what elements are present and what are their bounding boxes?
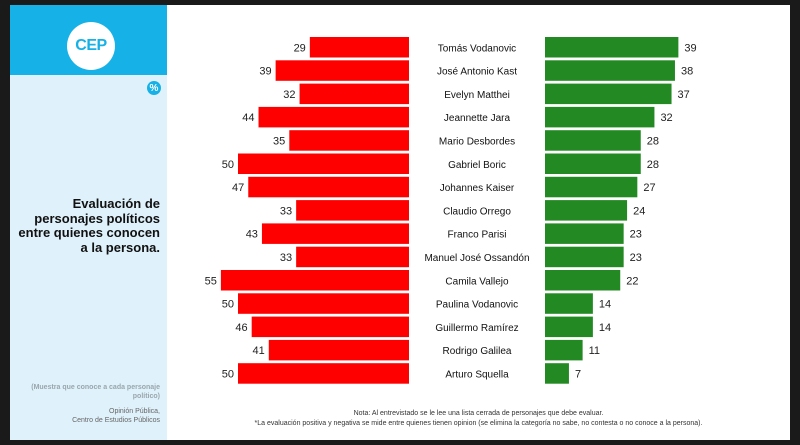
chart-title: Evaluación de personajes políticos entre… <box>18 196 160 255</box>
negative-bar <box>309 37 409 58</box>
positive-bar <box>545 153 641 174</box>
positive-value-label: 32 <box>660 112 672 124</box>
positive-bar <box>545 130 641 151</box>
category-label: José Antonio Kast <box>437 67 517 78</box>
positive-bar <box>545 339 583 361</box>
positive-value-label: 11 <box>589 345 600 357</box>
negative-value-label: 55 <box>205 275 217 287</box>
category-label: Tomás Vodanovic <box>438 43 516 54</box>
positive-bar <box>545 270 621 291</box>
positive-bar <box>545 60 675 81</box>
negative-value-label: 32 <box>283 89 295 101</box>
negative-bar <box>248 176 409 198</box>
footnote-1: Nota: Al entrevistado se le lee una list… <box>353 410 604 417</box>
category-label: Claudio Orrego <box>443 206 511 217</box>
positive-bar <box>545 363 569 384</box>
positive-value-label: 14 <box>599 322 611 334</box>
category-label: Mario Desbordes <box>439 136 515 147</box>
positive-value-label: 23 <box>630 229 642 241</box>
negative-value-label: 46 <box>235 322 247 334</box>
category-label: Camila Vallejo <box>445 276 509 287</box>
positive-bar <box>545 223 624 244</box>
positive-value-label: 38 <box>681 66 693 78</box>
positive-bar <box>545 246 624 268</box>
negative-value-label: 44 <box>242 112 254 124</box>
source-line-2: Centro de Estudios Públicos <box>72 417 160 424</box>
negative-value-label: 47 <box>232 182 244 194</box>
category-label: Evelyn Matthei <box>444 90 510 101</box>
positive-value-label: 7 <box>575 368 581 380</box>
negative-value-label: 29 <box>294 42 306 54</box>
positive-value-label: 14 <box>599 299 611 311</box>
negative-bar <box>238 363 409 384</box>
negative-value-label: 50 <box>222 368 234 380</box>
positive-value-label: 23 <box>630 252 642 264</box>
positive-value-label: 39 <box>684 42 696 54</box>
category-label: Arturo Squella <box>445 369 509 380</box>
negative-value-label: 50 <box>222 299 234 311</box>
negative-bar <box>296 200 409 221</box>
positive-value-label: 28 <box>647 159 659 171</box>
negative-value-label: 33 <box>280 205 292 217</box>
positive-bar <box>545 316 593 338</box>
negative-bar <box>258 106 409 128</box>
cep-logo: CEP <box>67 22 115 70</box>
category-label: Gabriel Boric <box>448 160 506 171</box>
positive-value-label: 27 <box>643 182 655 194</box>
negative-bar <box>275 60 409 81</box>
negative-bar <box>299 83 409 105</box>
negative-value-label: 50 <box>222 159 234 171</box>
sidebar: CEP % Evaluación de personajes políticos… <box>10 5 167 440</box>
source-line-1: Opinión Pública, <box>109 408 160 415</box>
category-label: Paulina Vodanovic <box>436 300 518 311</box>
category-label: Johannes Kaiser <box>440 183 515 194</box>
positive-bar <box>545 37 679 58</box>
percent-icon: % <box>147 81 161 95</box>
negative-value-label: 33 <box>280 252 292 264</box>
category-label: Manuel José Ossandón <box>424 253 529 264</box>
negative-bar <box>261 223 409 244</box>
negative-value-label: 43 <box>246 229 258 241</box>
negative-bar <box>251 316 409 338</box>
negative-value-label: 41 <box>253 345 265 357</box>
positive-value-label: 37 <box>678 89 690 101</box>
logo-band: CEP <box>10 5 167 75</box>
negative-bar <box>220 270 409 291</box>
sample-note: (Muestra que conoce a cada personaje pol… <box>31 384 160 400</box>
negative-bar <box>296 246 409 268</box>
positive-value-label: 28 <box>647 135 659 147</box>
negative-bar <box>238 293 409 314</box>
positive-bar <box>545 293 593 314</box>
positive-bar <box>545 176 638 198</box>
positive-bar <box>545 200 628 221</box>
positive-value-label: 24 <box>633 205 645 217</box>
category-label: Guillermo Ramírez <box>435 323 518 334</box>
source-credit: Opinión Pública, Centro de Estudios Públ… <box>18 407 160 425</box>
category-label: Franco Parisi <box>448 230 507 241</box>
category-label: Rodrigo Galilea <box>443 346 512 357</box>
footnote-2: *La evaluación positiva y negativa se mi… <box>254 420 703 427</box>
positive-value-label: 22 <box>626 275 638 287</box>
positive-bar <box>545 106 655 128</box>
negative-bar <box>268 339 409 361</box>
diverging-bar-chart: 29 Tomás Vodanovic 39 39 José Antonio Kast 38… <box>205 37 697 384</box>
negative-bar <box>238 153 409 174</box>
slide: CEP % Evaluación de personajes políticos… <box>10 5 790 440</box>
category-label: Jeannette Jara <box>444 113 511 124</box>
negative-value-label: 39 <box>259 66 271 78</box>
negative-bar <box>289 130 409 151</box>
footnotes: Nota: Al entrevistado se le lee una list… <box>167 409 790 429</box>
negative-value-label: 35 <box>273 135 285 147</box>
positive-bar <box>545 83 672 105</box>
